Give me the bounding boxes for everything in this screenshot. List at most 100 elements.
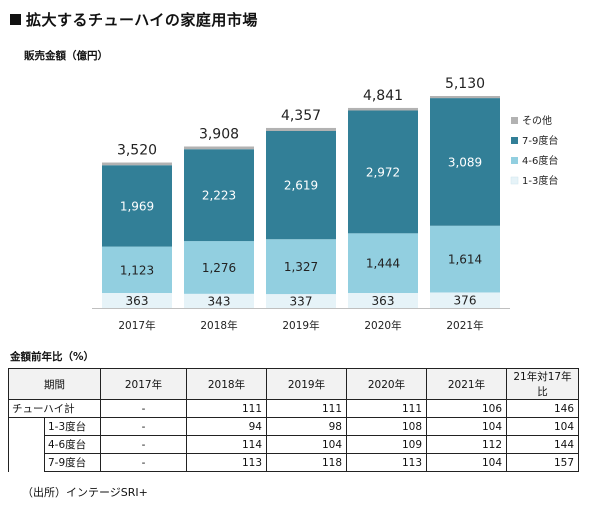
table-cell: 111 [186, 399, 267, 418]
table-cell: 111 [266, 399, 347, 418]
x-tick-label: 2018年 [200, 319, 237, 332]
table-row: チューハイ計 - 111 111 111 106 146 [8, 399, 579, 418]
table-header-cell: 2017年 [100, 368, 187, 400]
data-label: 1,327 [284, 260, 318, 274]
bar-その他 [102, 162, 172, 166]
bar-その他 [266, 127, 336, 132]
x-tick-label: 2020年 [364, 319, 401, 332]
bar-1-3度台 [348, 292, 418, 308]
table-cell: 146 [506, 399, 579, 418]
table-cell: - [100, 417, 187, 436]
data-label: 2,619 [284, 179, 318, 193]
table-header-cell: 2020年 [346, 368, 427, 400]
row-indent-cell [8, 417, 45, 472]
row-label: 7-9度台 [44, 453, 101, 472]
title-square-icon [10, 14, 21, 25]
data-label: 1,123 [120, 263, 154, 277]
row-label: 1-3度台 [44, 417, 101, 436]
data-label: 363 [372, 294, 395, 308]
table-cell: 111 [346, 399, 427, 418]
legend-label: その他 [522, 114, 552, 127]
table-header-cell: 2019年 [266, 368, 347, 400]
x-tick-label: 2021年 [446, 319, 483, 332]
legend-label: 1-3度台 [522, 174, 558, 187]
x-tick-label: 2019年 [282, 319, 319, 332]
data-label: 1,969 [120, 199, 154, 213]
table-header-cell: 21年対17年比 [506, 368, 579, 400]
bar-その他 [430, 96, 500, 99]
data-label: 1,444 [366, 257, 400, 271]
bar-4-6度台 [430, 225, 500, 293]
table-header-cell: 期間 [8, 368, 101, 400]
row-label: チューハイ計 [8, 399, 101, 418]
bar-7-9度台 [266, 131, 336, 240]
page-title: 拡大するチューハイの家庭用市場 [10, 9, 258, 30]
total-label: 4,841 [363, 88, 403, 104]
bar-1-3度台 [102, 292, 172, 308]
data-label: 2,972 [366, 165, 400, 179]
table-cell: - [100, 435, 187, 454]
table-cell: 106 [426, 399, 507, 418]
table-header-row: 期間 2017年 2018年 2019年 2020年 2021年 21年対17年… [8, 368, 579, 400]
table-cell: 108 [346, 417, 427, 436]
bar-1-3度台 [430, 292, 500, 308]
data-label: 2,223 [202, 189, 236, 203]
data-label: 337 [290, 295, 313, 309]
table-cell: 114 [186, 435, 267, 454]
axis-unit-label: 販売金額（億円） [24, 50, 108, 62]
data-label: 376 [454, 294, 477, 308]
data-label: 1,276 [202, 261, 236, 275]
table-cell: 113 [346, 453, 427, 472]
bar-4-6度台 [102, 246, 172, 293]
data-label: 363 [126, 294, 149, 308]
table-row: 1-3度台 - 94 98 108 104 104 [8, 417, 579, 472]
table-cell: - [100, 399, 187, 418]
bar-1-3度台 [184, 293, 254, 308]
bar-4-6度台 [266, 239, 336, 295]
table-header-cell: 2021年 [426, 368, 507, 400]
total-label: 4,357 [281, 108, 321, 124]
growth-table: 期間 2017年 2018年 2019年 2020年 2021年 21年対17年… [8, 368, 579, 472]
total-label: 3,908 [199, 126, 239, 142]
table-row: 4-6度台 - 114 104 109 112 144 [9, 435, 579, 454]
bar-7-9度台 [184, 149, 254, 242]
table-cell: - [100, 453, 187, 472]
stacked-bar-chart: 363 1,123 1,969 3,520 2017年 343 1,276 2,223 3,90… [92, 76, 558, 332]
bar-7-9度台 [102, 165, 172, 247]
data-label: 3,089 [448, 155, 482, 169]
table-cell: 118 [266, 453, 347, 472]
legend-swatch [511, 137, 518, 144]
table-cell: 104 [426, 417, 507, 436]
source-note: （出所）インテージSRI+ [22, 486, 148, 499]
title-text: 拡大するチューハイの家庭用市場 [26, 11, 258, 29]
bar-7-9度台 [430, 98, 500, 226]
x-tick-label: 2017年 [118, 319, 155, 332]
legend-swatch [511, 157, 518, 164]
table-cell: 144 [506, 435, 579, 454]
table-cell: 94 [186, 417, 267, 436]
table-cell: 98 [266, 417, 347, 436]
table-row: 7-9度台 - 113 118 113 104 157 [9, 453, 579, 472]
bar-その他 [348, 107, 418, 111]
data-label: 343 [208, 294, 231, 308]
table-header-cell: 2018年 [186, 368, 267, 400]
bar-4-6度台 [184, 241, 254, 294]
row-label: 4-6度台 [44, 435, 101, 454]
bar-7-9度台 [348, 110, 418, 234]
data-label: 1,614 [448, 253, 482, 267]
table-cell: 112 [426, 435, 507, 454]
table-cell: 104 [266, 435, 347, 454]
table-cell: 109 [346, 435, 427, 454]
bar-1-3度台 [266, 294, 336, 308]
table-cell: 113 [186, 453, 267, 472]
bar-その他 [184, 146, 254, 150]
legend-label: 4-6度台 [522, 154, 558, 167]
legend-label: 7-9度台 [522, 134, 558, 147]
table-cell: 157 [506, 453, 579, 472]
table-cell: 104 [426, 453, 507, 472]
total-label: 5,130 [445, 76, 485, 92]
legend-swatch [511, 117, 518, 124]
bar-4-6度台 [348, 233, 418, 293]
table-label: 金額前年比（%） [10, 351, 95, 363]
total-label: 3,520 [117, 143, 157, 159]
